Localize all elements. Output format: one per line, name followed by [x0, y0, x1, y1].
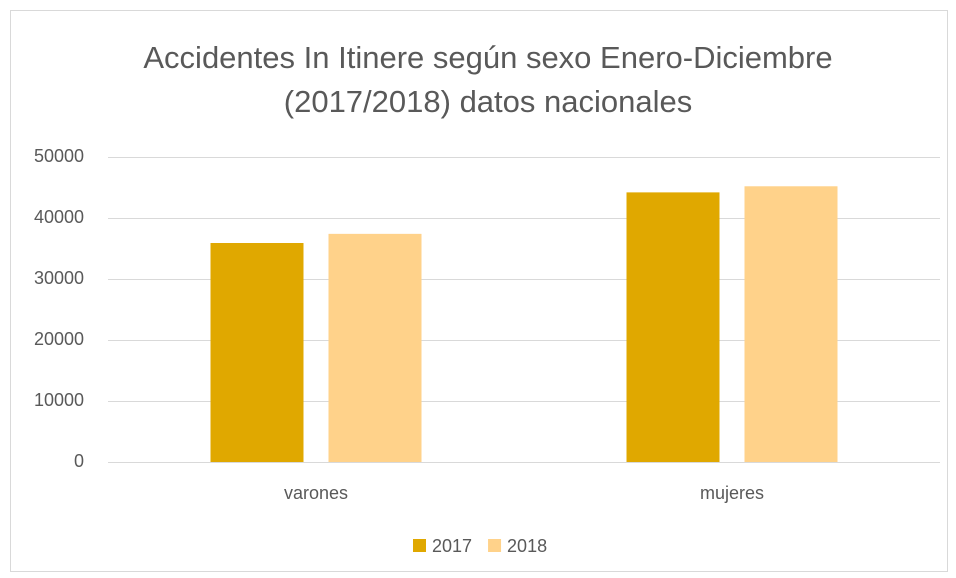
y-tick-label: 30000 — [34, 268, 84, 288]
y-tick-label: 0 — [74, 451, 84, 471]
x-tick-label: varones — [284, 483, 348, 503]
legend-label: 2018 — [507, 536, 547, 556]
x-tick-label: mujeres — [700, 483, 764, 503]
bar — [626, 192, 720, 462]
legend-swatch — [488, 539, 502, 552]
bar — [744, 186, 838, 462]
y-tick-label: 10000 — [34, 390, 84, 410]
chart-title: (2017/2018) datos nacionales — [284, 84, 692, 119]
y-tick-label: 40000 — [34, 207, 84, 227]
bar — [210, 243, 304, 462]
legend-swatch — [413, 539, 426, 552]
y-tick-label: 20000 — [34, 329, 84, 349]
chart-title: Accidentes In Itinere según sexo Enero-D… — [143, 40, 832, 75]
y-tick-label: 50000 — [34, 146, 84, 166]
bar — [328, 233, 422, 462]
legend-label: 2017 — [432, 536, 472, 556]
